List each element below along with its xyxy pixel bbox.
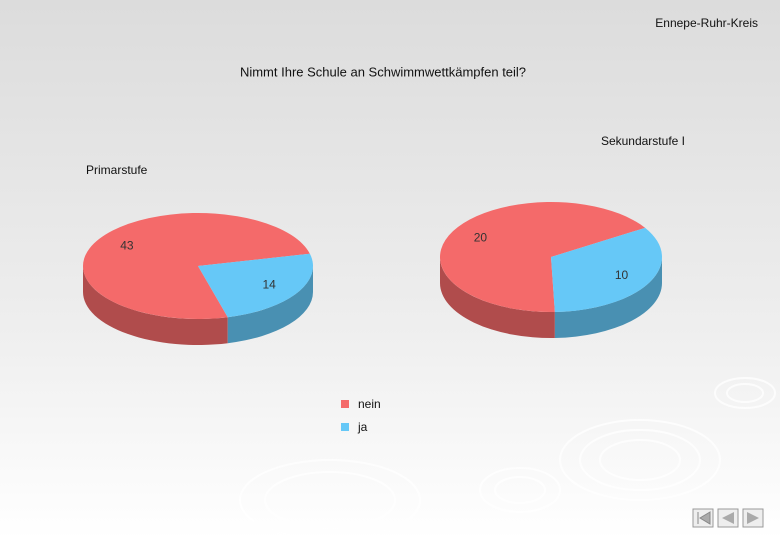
next-icon bbox=[747, 512, 759, 524]
pie-slice bbox=[440, 202, 646, 312]
first-icon bbox=[697, 511, 711, 525]
pie-slice bbox=[551, 227, 662, 312]
legend-label: nein bbox=[358, 397, 381, 411]
pie-side bbox=[227, 266, 313, 344]
legend-swatch bbox=[341, 423, 349, 431]
ripples bbox=[239, 377, 776, 540]
value-label: 20 bbox=[474, 231, 488, 245]
header: Ennepe-Ruhr-Kreis bbox=[655, 16, 758, 30]
legend-label: ja bbox=[357, 420, 368, 434]
prev-icon bbox=[722, 512, 734, 524]
value-label: 10 bbox=[615, 268, 629, 282]
chart-title: Sekundarstufe I bbox=[601, 134, 685, 148]
value-label: 43 bbox=[120, 239, 134, 253]
nav-buttons bbox=[692, 508, 764, 528]
pie-side bbox=[83, 266, 228, 345]
pie-slice bbox=[198, 253, 313, 318]
slide-title: Nimmt Ihre Schule an Schwimmwettkämpfen … bbox=[240, 64, 526, 79]
pie-side bbox=[554, 257, 662, 338]
pie-side bbox=[440, 257, 555, 338]
pie-slice bbox=[82, 212, 310, 319]
chart-title: Primarstufe bbox=[86, 163, 148, 177]
legend-swatch bbox=[341, 400, 349, 408]
value-label: 14 bbox=[262, 278, 276, 292]
